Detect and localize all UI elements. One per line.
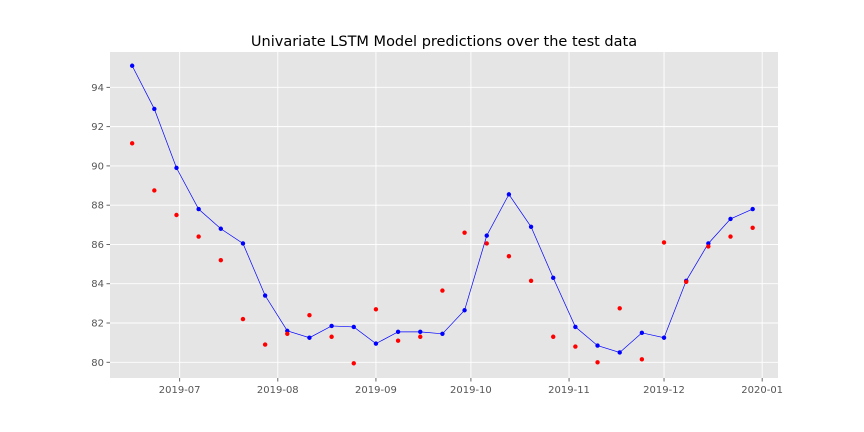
data-point-series-1	[595, 360, 600, 365]
data-point-series-1	[418, 334, 423, 339]
data-point-series-1	[351, 361, 356, 366]
data-point-series-0	[462, 308, 467, 313]
data-point-series-1	[750, 225, 755, 230]
data-point-series-0	[728, 216, 733, 222]
data-point-series-1	[506, 254, 512, 259]
data-point-series-1	[395, 338, 401, 343]
data-point-series-1	[262, 342, 268, 347]
data-point-series-1	[617, 306, 622, 311]
data-point-series-0	[329, 323, 334, 329]
data-point-series-0	[218, 226, 224, 231]
data-point-series-0	[262, 293, 268, 298]
x-tick-label: 2019-09	[355, 385, 397, 396]
data-point-series-1	[440, 288, 445, 293]
y-tick-label: 84	[91, 279, 104, 290]
data-point-series-0	[661, 335, 667, 340]
data-point-series-0	[307, 335, 312, 340]
data-point-series-0	[196, 206, 201, 212]
chart-title: Univariate LSTM Model predictions over t…	[251, 34, 637, 50]
data-point-series-0	[595, 343, 600, 348]
data-point-series-0	[528, 224, 534, 229]
data-point-series-0	[750, 206, 755, 212]
data-point-series-0	[373, 341, 379, 346]
x-tick-label: 2019-12	[643, 385, 685, 396]
data-point-series-1	[639, 357, 645, 362]
data-point-series-0	[129, 63, 135, 68]
x-tick-label: 2019-10	[450, 385, 492, 396]
data-point-series-0	[440, 331, 445, 337]
y-tick-label: 92	[91, 122, 104, 133]
data-point-series-1	[551, 334, 556, 339]
data-point-series-0	[639, 330, 645, 336]
data-point-series-0	[418, 329, 423, 335]
y-tick-label: 90	[91, 161, 104, 172]
x-tick-label: 2019-11	[548, 385, 590, 396]
x-tick-label: 2019-08	[257, 385, 299, 396]
x-tick-label: 2019-07	[159, 385, 201, 396]
data-point-series-1	[484, 241, 489, 246]
y-tick-label: 88	[91, 201, 104, 212]
data-point-series-0	[506, 192, 512, 197]
data-series	[129, 63, 755, 366]
data-point-series-1	[307, 312, 312, 318]
data-point-series-1	[706, 244, 711, 249]
data-point-series-1	[683, 279, 689, 284]
data-point-series-1	[373, 307, 379, 312]
data-point-series-1	[285, 331, 290, 337]
data-point-series-1	[129, 141, 135, 146]
data-point-series-0	[152, 106, 157, 112]
data-point-series-1	[728, 234, 733, 239]
y-tick-label: 86	[91, 240, 104, 251]
data-point-series-0	[351, 324, 356, 330]
y-tick-label: 82	[91, 319, 104, 330]
x-tick-label: 2020-01	[741, 385, 783, 396]
data-point-series-0	[395, 329, 401, 335]
data-point-series-0	[617, 350, 622, 355]
y-tick-label: 80	[91, 358, 104, 369]
data-point-series-1	[462, 230, 467, 235]
data-point-series-0	[174, 165, 179, 171]
data-point-series-0	[573, 324, 578, 330]
data-point-series-1	[528, 278, 534, 283]
plot-area	[110, 52, 778, 378]
data-point-series-0	[240, 241, 246, 246]
axes: 2019-07 2019-08 2019-09 2019-10 2019-11 2019-…	[91, 83, 783, 396]
data-point-series-1	[329, 334, 334, 339]
data-point-series-1	[573, 344, 578, 349]
data-point-series-0	[551, 275, 556, 281]
data-point-series-1	[218, 257, 224, 263]
data-point-series-1	[174, 212, 179, 218]
data-point-series-1	[661, 240, 667, 245]
data-point-series-0	[484, 233, 489, 238]
data-point-series-1	[196, 234, 201, 239]
gridlines	[110, 52, 778, 378]
y-tick-label: 94	[91, 83, 104, 94]
data-point-series-1	[152, 188, 157, 193]
data-point-series-1	[240, 316, 246, 322]
